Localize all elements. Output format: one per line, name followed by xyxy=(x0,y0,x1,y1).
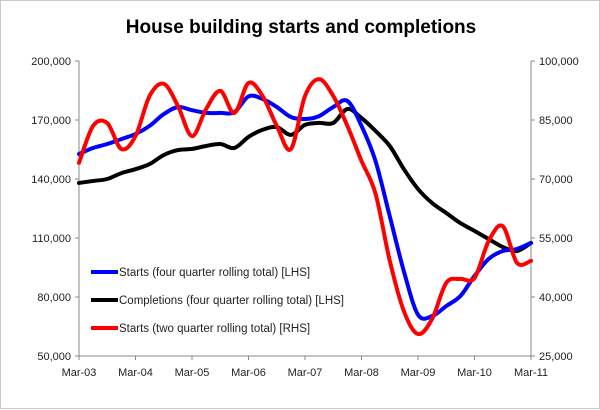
legend-label: Starts (four quarter rolling total) [LHS… xyxy=(119,267,310,279)
right-tick-label: 55,000 xyxy=(539,233,573,245)
x-tick-label: Mar-10 xyxy=(457,367,492,379)
x-tick-label: Mar-09 xyxy=(401,367,436,379)
left-tick-label: 170,000 xyxy=(31,115,71,127)
x-tick-label: Mar-06 xyxy=(231,367,266,379)
legend-label: Completions (four quarter rolling total)… xyxy=(119,295,344,307)
series-line-1 xyxy=(77,106,533,254)
right-tick-label: 25,000 xyxy=(539,351,573,363)
right-tick-label: 40,000 xyxy=(539,292,573,304)
right-tick-label: 100,000 xyxy=(539,56,579,68)
left-tick-label: 140,000 xyxy=(31,174,71,186)
series-line-0 xyxy=(77,93,533,321)
right-tick-label: 70,000 xyxy=(539,174,573,186)
right-tick-label: 85,000 xyxy=(539,115,573,127)
x-tick-label: Mar-04 xyxy=(118,367,153,379)
legend-label: Starts (two quarter rolling total) [RHS] xyxy=(119,323,310,335)
x-tick-label: Mar-03 xyxy=(62,367,97,379)
x-tick-label: Mar-11 xyxy=(514,367,548,379)
x-tick-label: Mar-07 xyxy=(288,367,323,379)
left-tick-label: 50,000 xyxy=(37,351,71,363)
series-line-2 xyxy=(77,77,533,337)
x-tick-label: Mar-05 xyxy=(175,367,210,379)
left-tick-label: 80,000 xyxy=(37,292,71,304)
x-tick-label: Mar-08 xyxy=(344,367,379,379)
left-tick-label: 110,000 xyxy=(32,233,71,245)
left-tick-label: 200,000 xyxy=(31,56,71,68)
chart-title: House building starts and completions xyxy=(126,17,476,38)
